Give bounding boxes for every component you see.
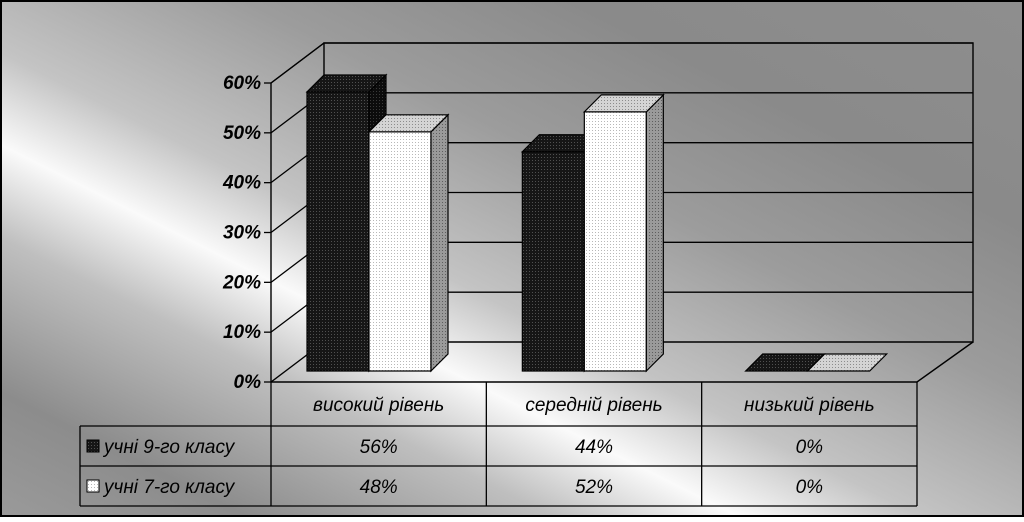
bars-layer <box>305 73 889 373</box>
legend-label: учні 9-го класу <box>102 437 236 458</box>
legend-key-series-9 <box>86 439 100 453</box>
data-table: високий рівень середній рівень низький рів… <box>79 382 918 507</box>
y-tick-label: 40% <box>222 173 261 194</box>
bar-series-7-1 <box>582 93 665 373</box>
x-category-label: низький рівень <box>744 395 875 416</box>
bar-top <box>806 353 889 372</box>
bar-side <box>430 113 449 373</box>
y-tick-label: 20% <box>222 272 261 293</box>
bar-front <box>306 91 370 372</box>
bar-front <box>368 131 432 372</box>
bar-series-7-2 <box>806 353 889 372</box>
data-value-label: 44% <box>575 437 613 458</box>
bar-top <box>582 94 665 113</box>
x-category-label: середній рівень <box>525 395 662 416</box>
y-axis-ticks: 0% 10% 20% 30% 40% 50% 60% <box>222 73 271 393</box>
data-value-label: 56% <box>360 437 398 458</box>
bar-top <box>305 74 388 93</box>
legend-label: учні 7-го класу <box>102 477 236 498</box>
y-tick-label: 0% <box>234 372 262 393</box>
data-value-label: 0% <box>796 477 824 498</box>
bar-series-7-0 <box>367 113 450 373</box>
bar-front <box>521 151 585 372</box>
legend-key-series-7 <box>86 479 100 493</box>
y-tick-label: 30% <box>223 223 261 244</box>
bar-side <box>645 93 664 373</box>
data-value-label: 0% <box>796 437 824 458</box>
y-tick-label: 10% <box>223 322 261 343</box>
gridline <box>270 42 973 84</box>
data-value-label: 52% <box>575 477 613 498</box>
y-tick-label: 50% <box>223 123 261 144</box>
data-value-label: 48% <box>360 477 398 498</box>
bar-top <box>367 114 450 133</box>
x-category-label: високий рівень <box>313 395 444 416</box>
bar-front <box>583 111 647 372</box>
y-tick-label: 60% <box>223 73 261 94</box>
